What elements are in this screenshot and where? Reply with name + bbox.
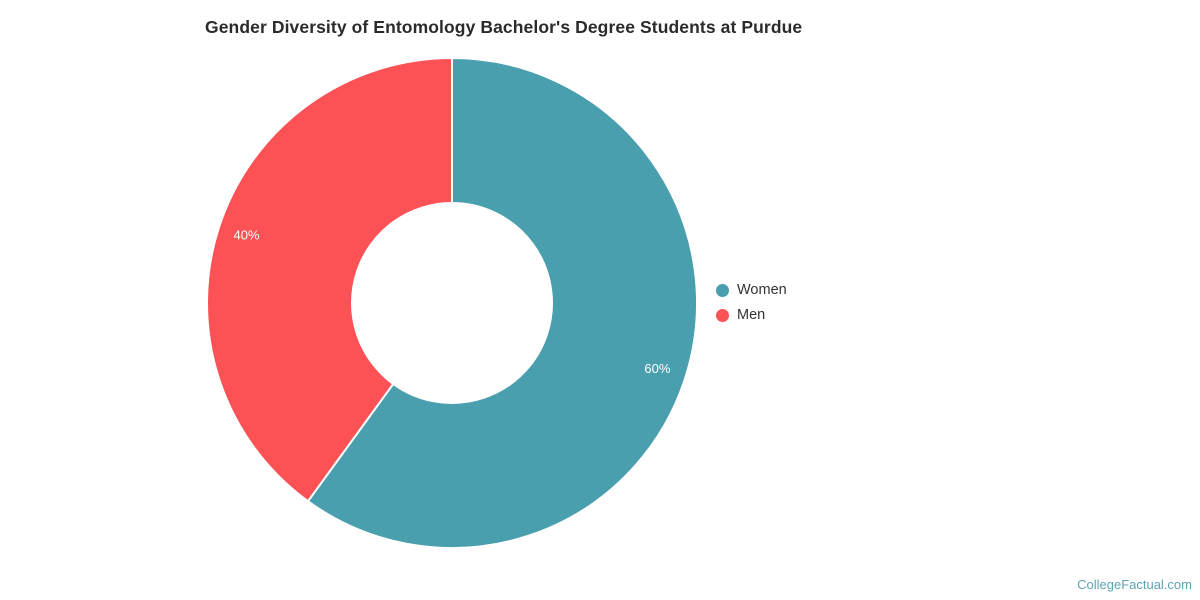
legend-item-women[interactable]: Women	[716, 278, 787, 303]
chart-title: Gender Diversity of Entomology Bachelor'…	[205, 17, 803, 37]
watermark-link[interactable]: CollegeFactual.com	[1077, 577, 1192, 592]
legend: Women Men	[716, 278, 787, 328]
legend-item-men[interactable]: Men	[716, 303, 787, 328]
legend-label: Women	[737, 282, 787, 299]
pie-slice-men[interactable]	[206, 57, 453, 503]
legend-marker-icon	[716, 309, 729, 322]
slice-label-men: 40%	[234, 228, 260, 243]
legend-label: Men	[737, 307, 766, 324]
slice-label-women: 60%	[644, 361, 670, 376]
pie-slice-women[interactable]	[306, 57, 698, 549]
legend-marker-icon	[716, 284, 729, 297]
